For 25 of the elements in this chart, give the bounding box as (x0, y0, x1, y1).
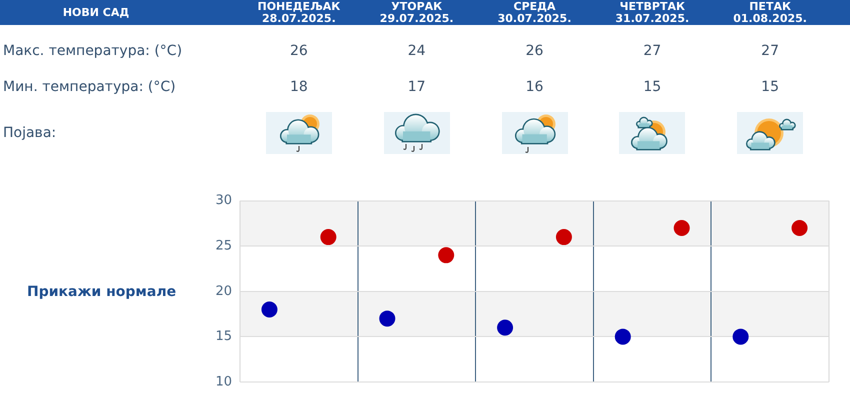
text: Појава: (3, 124, 56, 142)
data-label: 27 (642, 42, 662, 60)
y-tick-label: 20 (215, 284, 232, 299)
y-tick-label: 30 (215, 193, 232, 208)
y-tick-label: 25 (215, 238, 232, 254)
text: Макс. температура: (°C) (3, 42, 182, 60)
data-label: 17 (406, 78, 427, 96)
data-label: 24 (406, 42, 427, 60)
text: НОВИ САД (62, 6, 130, 19)
category-label: ПЕТАК 01.08.2025. (732, 0, 808, 25)
y-tick-label: 15 (215, 329, 232, 344)
y-tick-label: 10 (215, 374, 232, 390)
text: Прикажи нормале (27, 283, 176, 301)
category-label: СРЕДА 30.07.2025. (496, 0, 572, 25)
text: Мин. температура: (°C) (3, 78, 176, 96)
category-label: УТОРАК 29.07.2025. (378, 0, 455, 25)
data-label: 15 (642, 78, 662, 96)
data-label: 26 (288, 42, 309, 60)
category-label: ПОНЕДЕЉАК 28.07.2025. (256, 0, 342, 25)
data-label: 27 (760, 42, 780, 60)
data-label: 16 (524, 78, 544, 96)
data-label: 26 (524, 42, 544, 60)
category-label: ЧЕТВРТАК 31.07.2025. (614, 0, 690, 25)
data-label: 15 (760, 78, 780, 96)
data-label: 18 (288, 78, 309, 96)
